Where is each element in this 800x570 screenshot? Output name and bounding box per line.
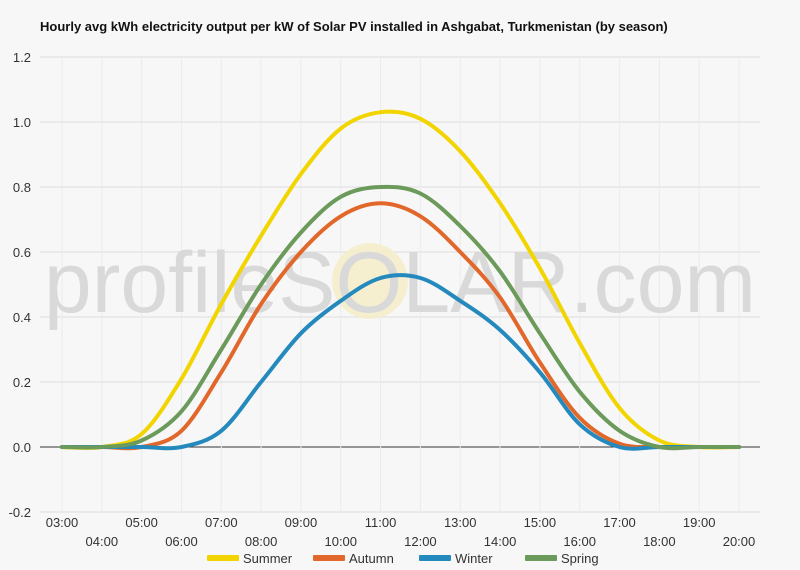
- legend-swatch-summer: [207, 555, 239, 561]
- series-line-summer: [60, 109, 741, 450]
- y-tick-label: 0.8: [13, 180, 31, 195]
- y-tick-label: 0.2: [13, 375, 31, 390]
- x-tick-label: 12:00: [404, 534, 437, 549]
- x-tick-label: 07:00: [205, 515, 238, 530]
- y-tick-label: 1.0: [13, 115, 31, 130]
- x-tick-label: 18:00: [643, 534, 676, 549]
- x-tick-label: 09:00: [285, 515, 318, 530]
- x-tick-label: 20:00: [723, 534, 756, 549]
- x-tick-label: 13:00: [444, 515, 477, 530]
- x-tick-label: 11:00: [365, 515, 397, 530]
- series-line-winter: [60, 273, 741, 451]
- x-tick-label: 10:00: [324, 534, 357, 549]
- legend-swatch-winter: [419, 555, 451, 561]
- x-tick-label: 17:00: [603, 515, 636, 530]
- axis-layer: -0.2 0.0 0.2 0.4 0.6 0.8 1.0 1.2 03:00 04:00 05:00…: [9, 50, 756, 549]
- watermark: profileSOLAR.com: [44, 235, 756, 331]
- legend-label-spring: Spring: [561, 551, 599, 566]
- x-tick-label: 03:00: [46, 515, 79, 530]
- legend-swatch-autumn: [313, 555, 345, 561]
- legend-label-summer: Summer: [243, 551, 293, 566]
- x-tick-label: 08:00: [245, 534, 278, 549]
- series-line-autumn: [60, 201, 741, 451]
- chart-title: Hourly avg kWh electricity output per kW…: [40, 19, 668, 34]
- legend-swatch-spring: [525, 555, 557, 561]
- legend-label-winter: Winter: [455, 551, 493, 566]
- legend: Summer Autumn Winter Spring: [207, 551, 599, 566]
- legend-label-autumn: Autumn: [349, 551, 394, 566]
- watermark-text: profileSOLAR.com: [44, 235, 756, 331]
- y-tick-label: 0.0: [13, 440, 31, 455]
- x-tick-label: 04:00: [86, 534, 119, 549]
- y-tick-label: 1.2: [13, 50, 31, 65]
- series-line-spring: [60, 184, 741, 451]
- y-tick-label: -0.2: [9, 505, 31, 520]
- x-tick-label: 05:00: [125, 515, 158, 530]
- x-tick-label: 15:00: [524, 515, 557, 530]
- x-tick-label: 06:00: [165, 534, 198, 549]
- y-tick-label: 0.4: [13, 310, 31, 325]
- x-tick-label: 16:00: [563, 534, 596, 549]
- y-tick-label: 0.6: [13, 245, 31, 260]
- x-tick-label: 14:00: [484, 534, 517, 549]
- series-layer: [60, 109, 741, 451]
- x-tick-label: 19:00: [683, 515, 716, 530]
